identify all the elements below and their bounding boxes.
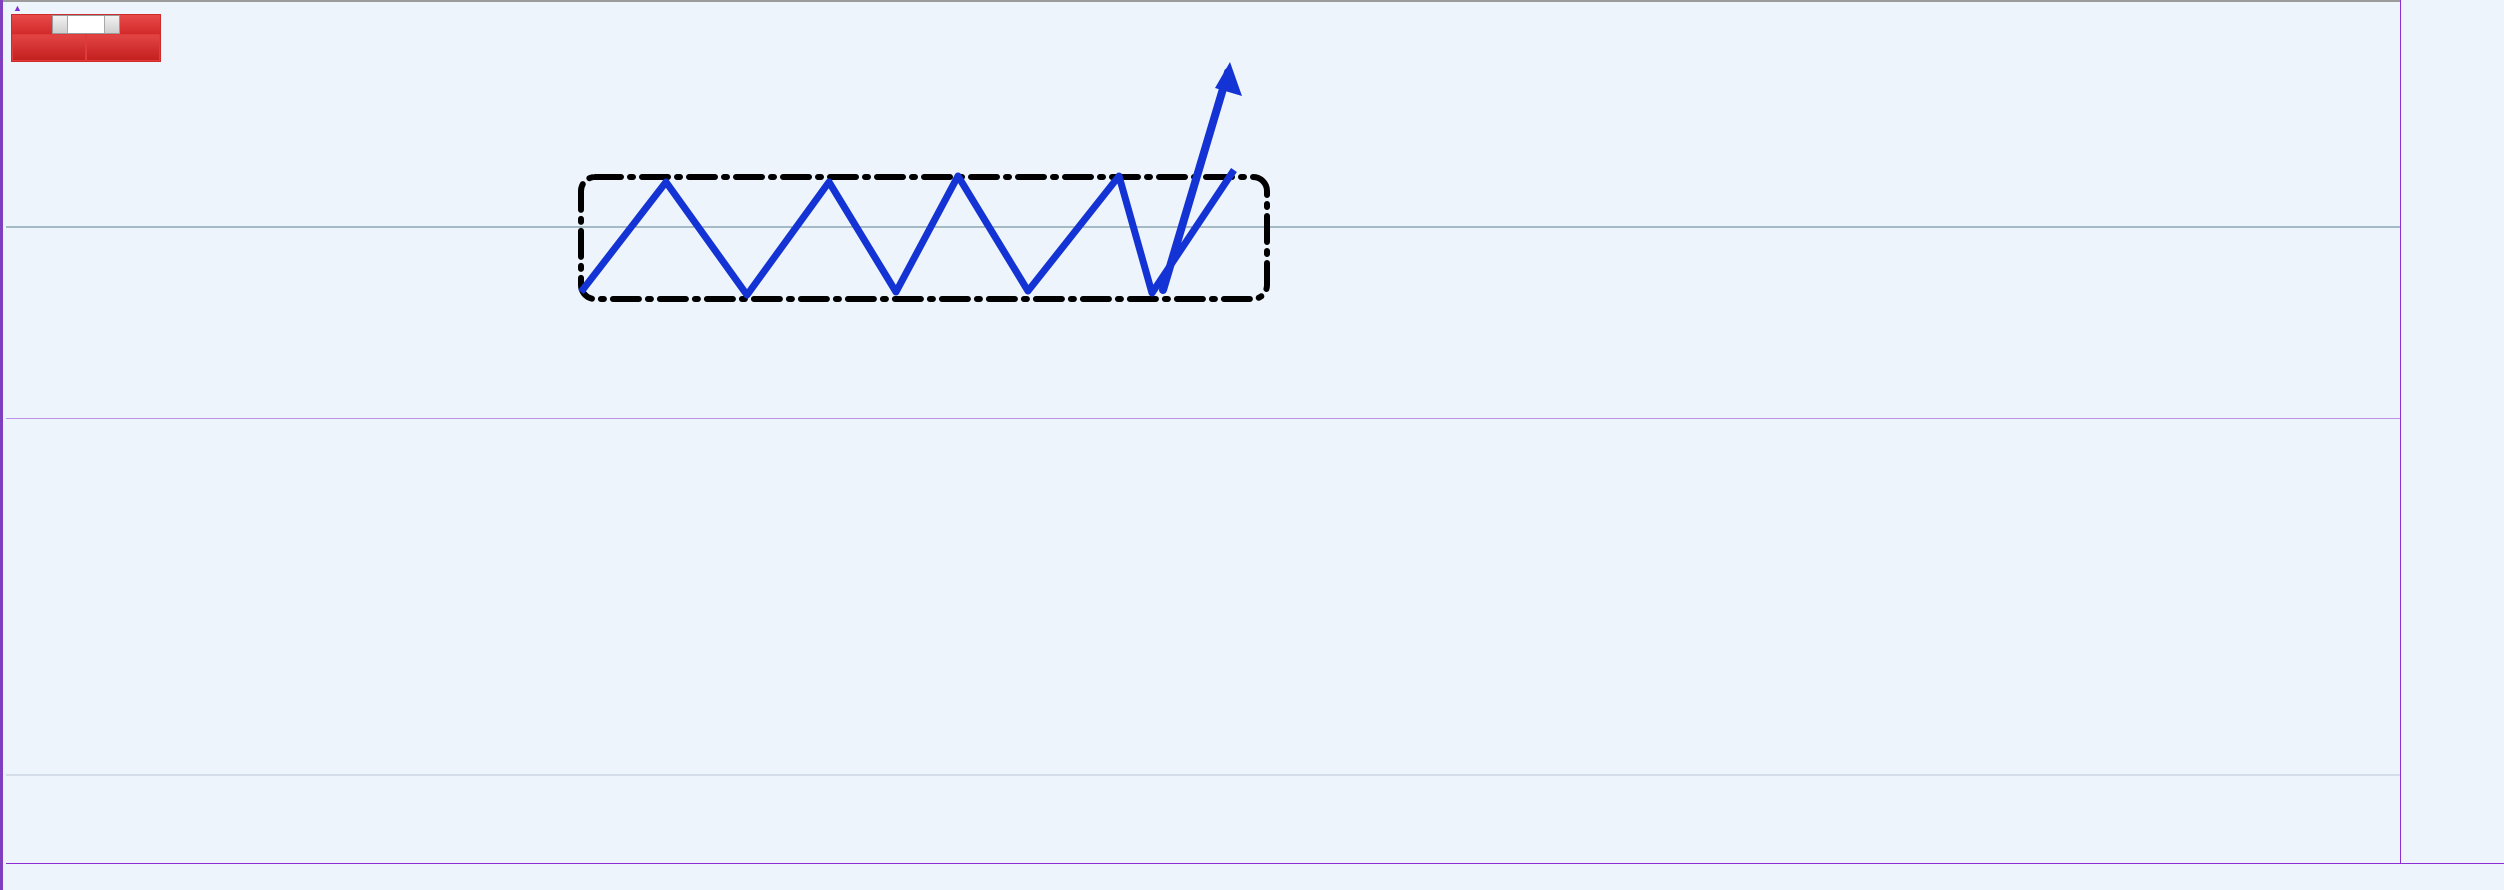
- trade-controls-row: [12, 15, 160, 34]
- macd-pane[interactable]: [6, 418, 2400, 864]
- zigzag-path: [578, 168, 1237, 299]
- buy-button[interactable]: [120, 15, 160, 34]
- symbol-ohlc-bar: ▲: [13, 2, 31, 14]
- sell-button[interactable]: [12, 15, 52, 34]
- collapse-triangle-icon[interactable]: ▲: [13, 3, 23, 13]
- breakout-arrow-shaft: [1159, 68, 1232, 294]
- one-click-trading-panel: [11, 14, 161, 62]
- volume-increase-icon[interactable]: [104, 16, 119, 33]
- window-top-border: [3, 0, 2504, 2]
- consolidation-box: [578, 174, 1270, 302]
- price-pane[interactable]: [6, 0, 2400, 412]
- volume-decrease-icon[interactable]: [53, 16, 68, 33]
- chart-plot-area[interactable]: [6, 0, 2400, 864]
- volume-input[interactable]: [68, 16, 104, 33]
- volume-stepper[interactable]: [52, 15, 120, 34]
- time-scale[interactable]: [6, 863, 2504, 890]
- buy-price-cell[interactable]: [87, 35, 159, 60]
- sell-price-cell[interactable]: [13, 35, 85, 60]
- trade-price-row: [12, 34, 160, 61]
- price-scale[interactable]: [2400, 0, 2504, 864]
- breakout-arrow-head: [1215, 62, 1242, 96]
